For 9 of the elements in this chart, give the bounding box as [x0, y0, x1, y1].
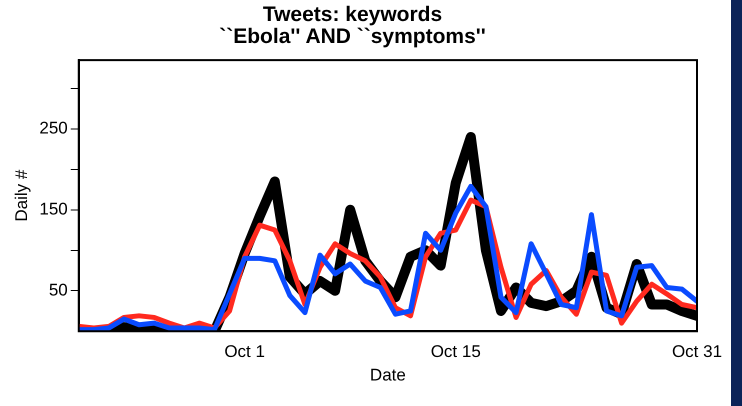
- y-tick-label: 150: [39, 200, 68, 218]
- x-tick-label: Oct 31: [672, 342, 722, 362]
- y-tick-label: 50: [48, 280, 68, 300]
- y-axis-title: Daily #: [12, 169, 31, 222]
- x-tick-label: Oct 15: [430, 342, 481, 362]
- chart-title: Tweets: keywords ``Ebola'' AND ``symptoms'': [219, 2, 486, 48]
- x-axis-title: Date: [370, 365, 406, 384]
- x-tick-label: Oct 1: [224, 342, 265, 362]
- y-tick-label: 250: [39, 118, 68, 138]
